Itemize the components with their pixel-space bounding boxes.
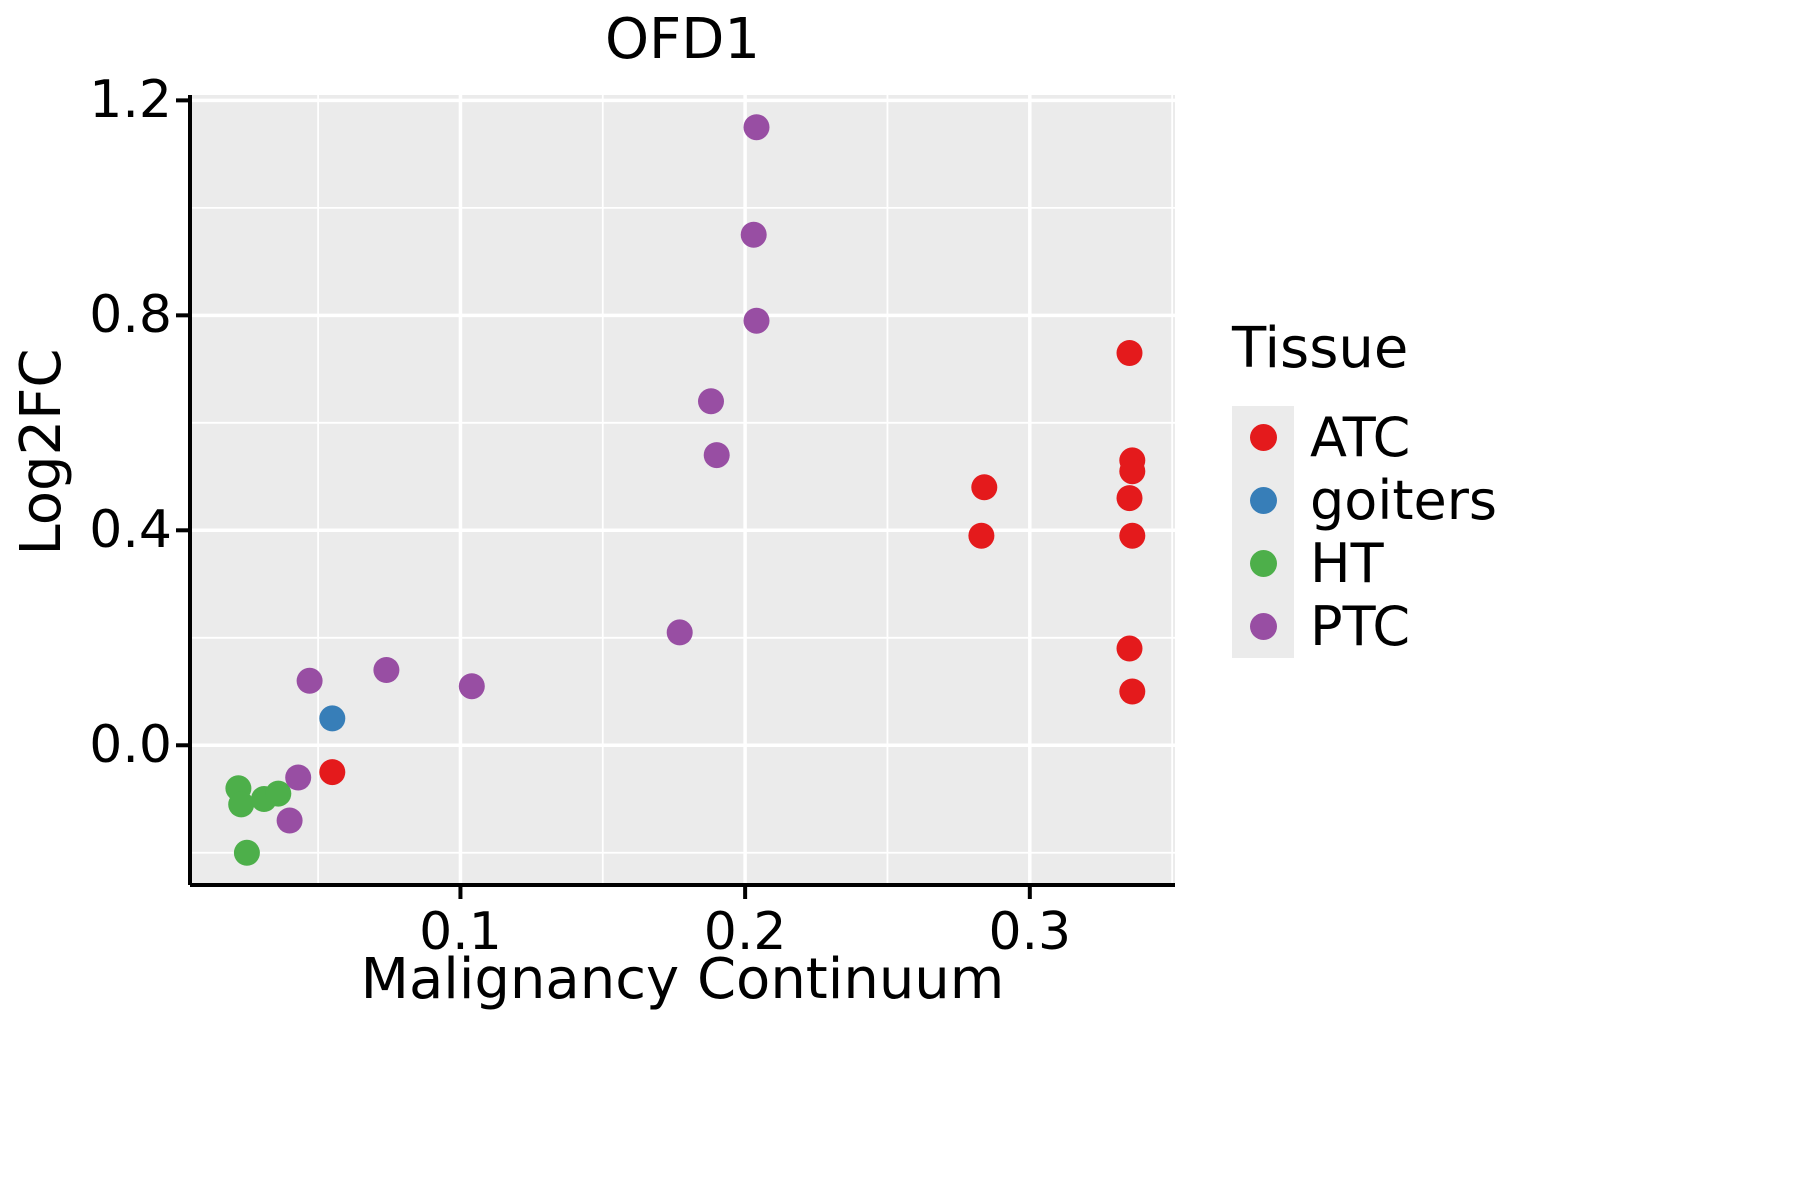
legend-title: Tissue [1232,316,1409,381]
point-HT [265,780,292,807]
y-tick-label: 0.4 [89,500,172,561]
x-tick-label: 0.3 [988,902,1072,962]
point-HT [228,791,255,818]
panel-background [190,95,1175,885]
point-ATC [1116,340,1143,366]
legend-dot-PTC [1249,613,1277,640]
x-tick-label: 0.1 [419,902,502,962]
point-PTC [276,807,303,834]
legend-key [1232,532,1294,595]
point-PTC [703,442,730,469]
point-HT [233,839,260,866]
point-ATC [319,759,346,786]
legend-label: PTC [1310,594,1411,658]
point-PTC [743,114,770,141]
legend-label: goiters [1310,468,1498,532]
legend-dot-ATC [1249,424,1277,451]
point-ATC [1119,678,1146,705]
legend-items: ATC goiters HT PTC [1232,406,1497,658]
point-ATC [1119,458,1146,485]
point-PTC [296,667,323,694]
point-PTC [285,764,312,791]
legend-key [1232,595,1294,658]
legend-label: HT [1310,531,1384,595]
point-ATC [968,522,995,549]
legend-key [1232,406,1294,469]
y-tick-label: 1.2 [89,70,172,131]
point-PTC [698,388,724,415]
point-PTC [666,619,693,646]
y-tick-label: 0.8 [89,285,172,346]
point-PTC [740,221,767,248]
legend-item-goiters: goiters [1232,469,1497,532]
point-ATC [1116,485,1143,512]
plot-panel [176,95,1175,899]
point-ATC [1119,522,1146,549]
legend-key [1232,469,1294,532]
point-goiters [319,705,346,732]
legend-label: ATC [1310,405,1411,469]
x-tick-label: 0.2 [703,902,787,962]
point-ATC [1116,635,1143,662]
x-axis-label: Malignancy Continuum [360,947,1005,1012]
legend: Tissue ATC goiters HT PTC [1232,316,1497,658]
legend-item-PTC: PTC [1232,595,1497,658]
legend-dot-HT [1249,550,1277,577]
point-ATC [971,474,998,501]
point-PTC [373,657,400,683]
point-PTC [458,673,485,700]
legend-item-HT: HT [1232,532,1497,595]
y-tick-label: 0.0 [89,715,172,776]
point-PTC [743,307,770,334]
legend-item-ATC: ATC [1232,406,1497,469]
legend-dot-goiters [1249,487,1277,514]
chart-title: OFD1 [604,7,761,72]
